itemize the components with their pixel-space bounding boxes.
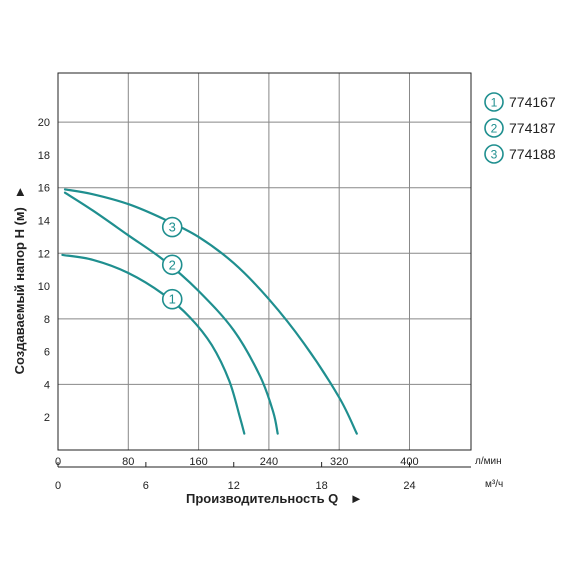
secondary-x-axis: 0 6 12 18 24 [55, 462, 471, 492]
secondary-tick-6: 6 [143, 480, 149, 492]
y-tick-16: 16 [38, 183, 50, 195]
y-tick-4: 4 [44, 379, 50, 391]
y-tick-2: 2 [44, 412, 50, 424]
y-tick-18: 18 [38, 150, 50, 162]
legend: 1 774167 2 774187 3 774188 [484, 92, 556, 164]
y-axis-title: Создаваемый напор Н (м) ► [12, 186, 27, 375]
legend-marker-2 [484, 118, 504, 138]
y-tick-12: 12 [38, 248, 50, 260]
curve-marker-1 [161, 288, 183, 310]
legend-number-3: 3 [491, 148, 498, 162]
series-line-1 [61, 253, 246, 435]
x-tick-320: 320 [330, 456, 348, 468]
secondary-tick-24: 24 [403, 480, 415, 492]
x-tick-80: 80 [122, 456, 134, 468]
series-line-3 [63, 188, 358, 435]
y-tick-10: 10 [38, 281, 50, 293]
grid-lines [58, 73, 471, 450]
secondary-tick-12: 12 [228, 480, 240, 492]
x-axis-title-text: Производительность Q [186, 491, 338, 506]
legend-marker-1 [484, 92, 504, 112]
y-tick-8: 8 [44, 314, 50, 326]
curve-markers: 1 2 3 [161, 216, 183, 310]
x-unit-primary: л/мин [475, 456, 502, 467]
svg-text:Создаваемый напор Н (м): Создаваемый напор Н (м) ► [12, 186, 27, 375]
series-line-2 [63, 191, 279, 435]
x-tick-240: 240 [260, 456, 278, 468]
legend-label-2: 774187 [509, 120, 556, 136]
x-axis-arrow: ► [350, 491, 363, 506]
legend-label-1: 774167 [509, 94, 556, 110]
y-axis-title-text: Создаваемый напор Н (м) [12, 207, 27, 374]
curve-marker-label-1: 1 [169, 292, 176, 307]
x-unit-secondary: м³/ч [485, 479, 503, 490]
curve-marker-label-2: 2 [169, 257, 176, 272]
y-axis-arrow: ► [12, 186, 27, 199]
legend-label-3: 774188 [509, 146, 556, 162]
curve-marker-2 [161, 254, 183, 276]
series-lines [61, 188, 358, 435]
y-tick-20: 20 [38, 117, 50, 129]
curve-marker-label-3: 3 [169, 220, 176, 235]
curve-marker-3 [161, 216, 183, 238]
secondary-tick-0: 0 [55, 480, 61, 492]
secondary-tick-18: 18 [315, 480, 327, 492]
legend-marker-3 [484, 144, 504, 164]
x-axis-title: Производительность Q ► [186, 491, 363, 506]
y-tick-6: 6 [44, 347, 50, 359]
y-tick-14: 14 [38, 216, 50, 228]
y-tick-labels: 2 4 6 8 10 12 14 16 18 20 [38, 117, 50, 424]
legend-number-1: 1 [491, 96, 498, 110]
legend-number-2: 2 [491, 122, 498, 136]
plot-frame [57, 72, 472, 451]
x-tick-160: 160 [189, 456, 207, 468]
